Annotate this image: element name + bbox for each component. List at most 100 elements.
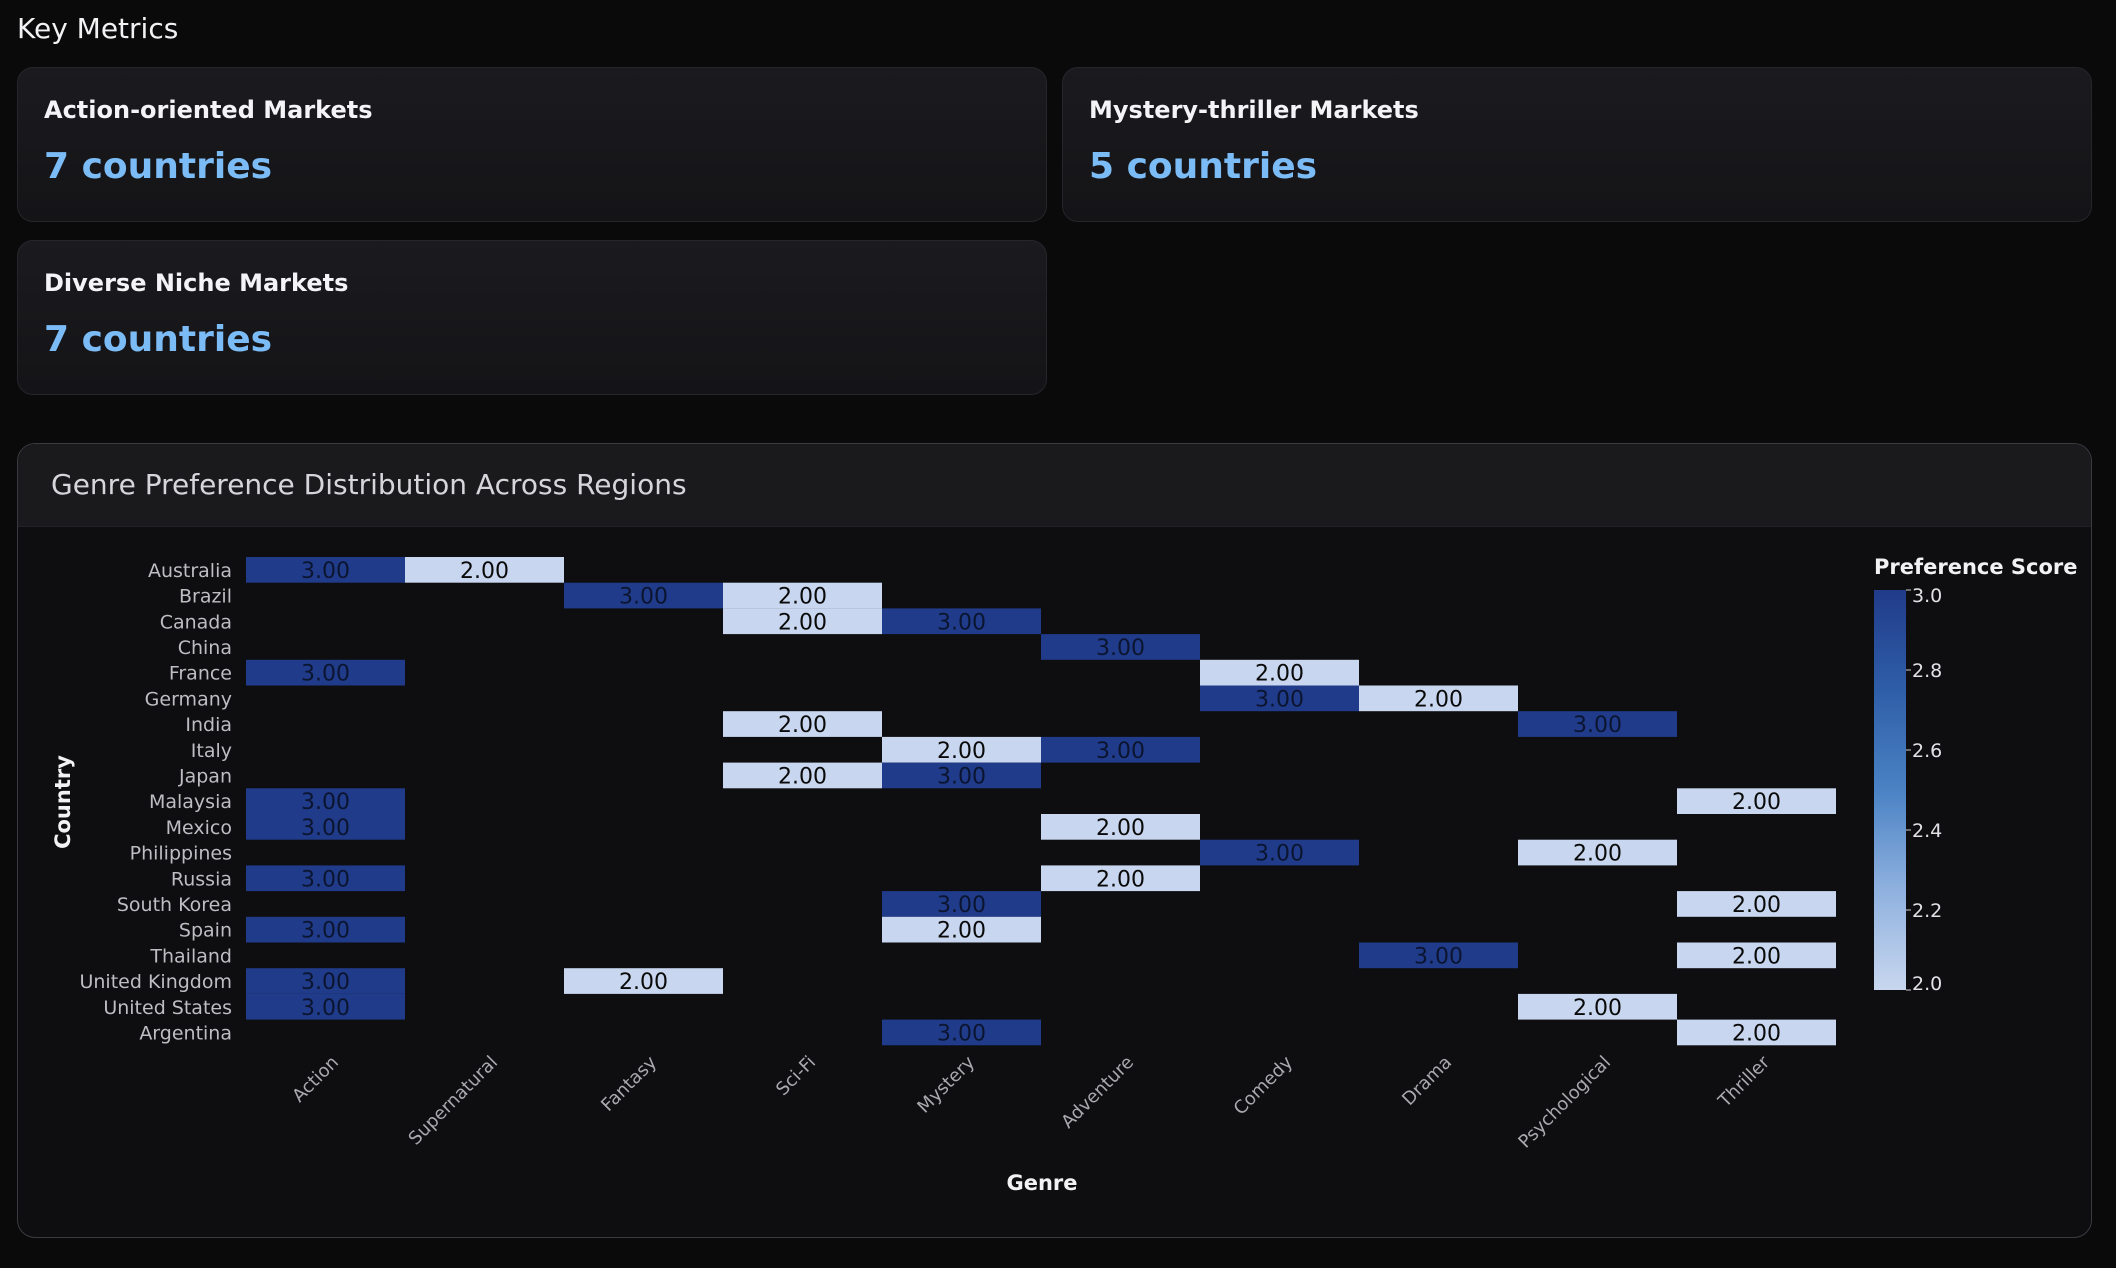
- heatmap-cell[interactable]: [882, 1019, 1041, 1046]
- heatmap-cell[interactable]: [1200, 839, 1359, 866]
- heatmap-cell[interactable]: [405, 557, 564, 583]
- x-tick-label: Fantasy: [597, 1052, 661, 1116]
- x-tick-label: Drama: [1398, 1052, 1456, 1110]
- metric-card-action: Action-oriented Markets 7 countries: [17, 67, 1047, 222]
- heatmap-cell-label: 3.00: [1255, 842, 1304, 867]
- y-tick-label: United States: [103, 997, 232, 1019]
- heatmap-cell-label: 2.00: [778, 713, 827, 738]
- heatmap-cell[interactable]: [1677, 1019, 1836, 1046]
- heatmap-cell-label: 3.00: [937, 1021, 986, 1046]
- heatmap-cell[interactable]: [1677, 788, 1836, 814]
- colorbar: [1874, 590, 1906, 990]
- y-tick-label: Malaysia: [149, 791, 232, 813]
- heatmap-cell[interactable]: [882, 762, 1041, 789]
- section-title: Key Metrics: [17, 12, 179, 45]
- heatmap-cell[interactable]: [882, 608, 1041, 635]
- colorbar-tick-label: 2.2: [1912, 900, 1942, 922]
- y-tick-label: India: [185, 714, 232, 736]
- heatmap-cell-label: 3.00: [301, 559, 350, 584]
- heatmap-cell[interactable]: [1359, 685, 1518, 712]
- heatmap-cell[interactable]: [564, 968, 723, 994]
- heatmap-cell[interactable]: [246, 865, 405, 892]
- metric-value: 7 countries: [44, 319, 273, 360]
- heatmap-cell-label: 3.00: [1573, 713, 1622, 738]
- heatmap-cell-label: 2.00: [1414, 687, 1463, 712]
- y-tick-label: Mexico: [166, 817, 232, 839]
- heatmap-chart[interactable]: 3.00 2.003.00 2.002.00 3.003.003.00 2.003.00…: [18, 444, 2091, 1237]
- y-tick-label: Philippines: [130, 843, 232, 865]
- metric-value: 7 countries: [44, 146, 273, 187]
- heatmap-cell-label: 2.00: [1573, 996, 1622, 1021]
- metric-label: Diverse Niche Markets: [44, 269, 349, 297]
- heatmap-cell[interactable]: [246, 993, 405, 1020]
- heatmap-cell[interactable]: [1041, 736, 1200, 763]
- y-tick-label: Thailand: [149, 945, 232, 967]
- heatmap-cell[interactable]: [723, 711, 882, 737]
- heatmap-cell[interactable]: [1518, 993, 1677, 1020]
- metric-label: Action-oriented Markets: [44, 96, 373, 124]
- heatmap-cell[interactable]: [723, 608, 882, 635]
- heatmap-cell-label: 3.00: [1414, 944, 1463, 969]
- x-axis-title: Genre: [1006, 1171, 1077, 1195]
- heatmap-cell-label: 2.00: [1096, 867, 1145, 892]
- heatmap-cell[interactable]: [564, 582, 723, 609]
- x-tick-label: Sci-Fi: [772, 1052, 820, 1100]
- x-tick-label: Supernatural: [405, 1052, 502, 1149]
- heatmap-cell[interactable]: [246, 916, 405, 943]
- heatmap-cells: 3.00 2.003.00 2.002.00 3.003.003.00 2.003.00…: [246, 557, 1836, 1046]
- heatmap-cell-label: 2.00: [460, 559, 509, 584]
- y-tick-label: Germany: [145, 688, 232, 710]
- heatmap-cell[interactable]: [1041, 814, 1200, 840]
- colorbar-tick-label: 2.0: [1912, 973, 1942, 995]
- heatmap-cell-label: 3.00: [301, 867, 350, 892]
- y-tick-label: Japan: [178, 765, 232, 787]
- heatmap-cell-label: 2.00: [1255, 662, 1304, 687]
- y-tick-label: Australia: [148, 560, 232, 582]
- heatmap-cell-label: 3.00: [301, 919, 350, 944]
- heatmap-cell-label: 2.00: [619, 970, 668, 995]
- heatmap-cell[interactable]: [882, 916, 1041, 943]
- heatmap-cell[interactable]: [1041, 865, 1200, 892]
- heatmap-cell-label: 2.00: [1096, 816, 1145, 841]
- y-tick-label: Argentina: [139, 1022, 232, 1044]
- heatmap-cell-label: 2.00: [778, 610, 827, 635]
- y-tick-label: Russia: [171, 868, 232, 890]
- heatmap-cell[interactable]: [246, 659, 405, 686]
- heatmap-cell-label: 3.00: [937, 764, 986, 789]
- heatmap-cell[interactable]: [1359, 942, 1518, 969]
- heatmap-cell[interactable]: [882, 736, 1041, 763]
- heatmap-cell[interactable]: [246, 814, 405, 840]
- heatmap-cell-label: 2.00: [1732, 944, 1781, 969]
- heatmap-cell[interactable]: [246, 557, 405, 583]
- heatmap-cell[interactable]: [1677, 891, 1836, 917]
- y-axis-title: Country: [51, 755, 75, 849]
- heatmap-cell-label: 2.00: [1732, 1021, 1781, 1046]
- y-tick-label: Spain: [179, 920, 232, 942]
- heatmap-cell[interactable]: [723, 582, 882, 609]
- heatmap-cell-label: 3.00: [1096, 739, 1145, 764]
- x-tick-label: Action: [288, 1052, 343, 1107]
- y-tick-label: Canada: [160, 611, 232, 633]
- heatmap-cell[interactable]: [1677, 942, 1836, 969]
- x-tick-label: Mystery: [913, 1052, 979, 1118]
- metric-card-niche: Diverse Niche Markets 7 countries: [17, 240, 1047, 395]
- metric-label: Mystery-thriller Markets: [1089, 96, 1419, 124]
- heatmap-cell[interactable]: [1200, 685, 1359, 712]
- heatmap-cell-label: 3.00: [301, 816, 350, 841]
- heatmap-cell[interactable]: [1200, 659, 1359, 686]
- heatmap-cell-label: 2.00: [1573, 842, 1622, 867]
- heatmap-cell-label: 2.00: [937, 739, 986, 764]
- heatmap-cell-label: 3.00: [301, 970, 350, 995]
- colorbar-tick-label: 2.8: [1912, 660, 1942, 682]
- heatmap-cell[interactable]: [723, 762, 882, 789]
- heatmap-cell[interactable]: [1518, 839, 1677, 866]
- y-tick-label: South Korea: [117, 894, 232, 916]
- heatmap-cell[interactable]: [246, 788, 405, 814]
- heatmap-cell[interactable]: [882, 891, 1041, 917]
- heatmap-cell[interactable]: [1041, 634, 1200, 660]
- heatmap-cell[interactable]: [1518, 711, 1677, 737]
- metric-card-mystery-thriller: Mystery-thriller Markets 5 countries: [1062, 67, 2092, 222]
- heatmap-cell[interactable]: [246, 968, 405, 994]
- heatmap-cell-label: 3.00: [301, 996, 350, 1021]
- heatmap-cell-label: 3.00: [1255, 687, 1304, 712]
